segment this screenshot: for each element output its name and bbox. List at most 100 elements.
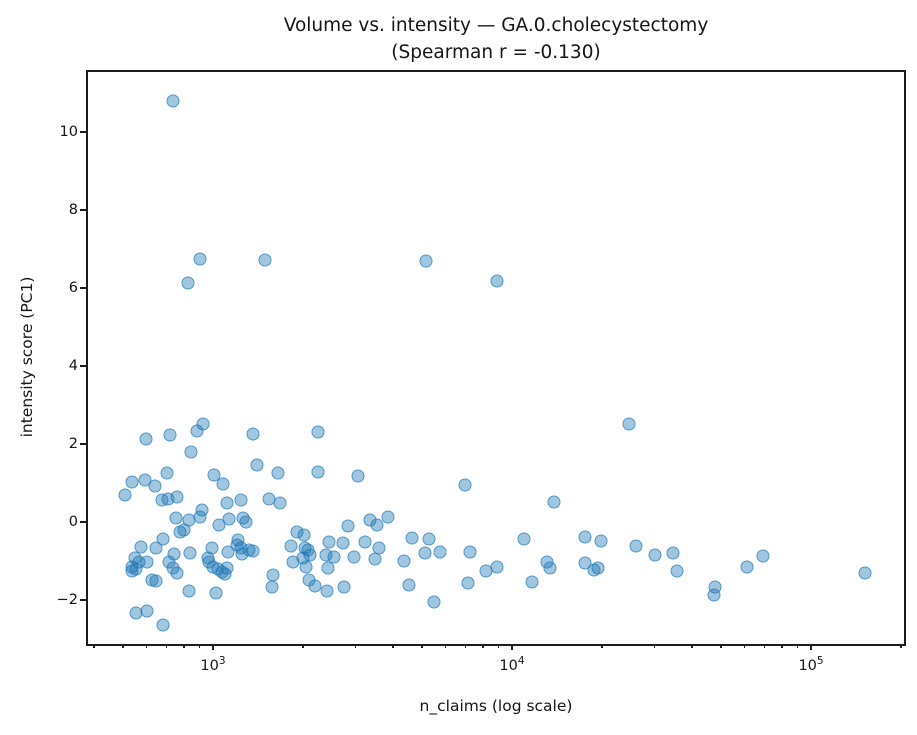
- scatter-point: [490, 560, 504, 574]
- scatter-point: [422, 532, 436, 546]
- scatter-point: [370, 518, 384, 532]
- y-axis-tick: [80, 209, 86, 211]
- x-axis-minor-tick: [198, 644, 200, 648]
- scatter-point: [212, 518, 226, 532]
- x-axis-minor-tick: [497, 644, 499, 648]
- scatter-point: [402, 578, 416, 592]
- scatter-point: [266, 568, 280, 582]
- x-axis-minor-tick: [764, 644, 766, 648]
- scatter-point: [216, 477, 230, 491]
- x-axis-minor-tick: [744, 644, 746, 648]
- scatter-point: [140, 555, 154, 569]
- x-axis-minor-tick: [781, 644, 783, 648]
- y-axis-label: intensity score (PC1): [18, 276, 36, 438]
- y-tick-label: 0: [68, 513, 78, 530]
- y-tick-label: 8: [68, 202, 78, 219]
- scatter-point: [341, 519, 355, 533]
- scatter-point: [140, 604, 154, 618]
- scatter-point: [517, 532, 531, 546]
- scatter-point: [149, 541, 163, 555]
- scatter-point: [327, 550, 341, 564]
- x-axis-tick: [212, 644, 214, 650]
- scatter-point: [622, 417, 636, 431]
- y-axis-tick: [80, 131, 86, 133]
- scatter-point: [427, 595, 441, 609]
- chart-title-line1: Volume vs. intensity — GA.0.cholecystect…: [283, 15, 709, 36]
- y-tick-label: 6: [68, 280, 78, 296]
- x-axis-minor-tick: [445, 644, 447, 648]
- scatter-point: [336, 536, 350, 550]
- x-axis-tick: [511, 644, 513, 650]
- scatter-point: [321, 561, 335, 575]
- scatter-point: [358, 535, 372, 549]
- x-axis-minor-tick: [166, 644, 168, 648]
- chart-title: Volume vs. intensity — GA.0.cholecystect…: [88, 12, 904, 66]
- x-axis-label: n_claims (log scale): [419, 697, 573, 715]
- scatter-point: [666, 546, 680, 560]
- x-axis-minor-tick: [796, 644, 798, 648]
- scatter-point: [707, 588, 721, 602]
- scatter-point: [458, 478, 472, 492]
- scatter-point: [156, 618, 170, 632]
- x-tick-label: 103: [200, 655, 226, 674]
- scatter-point: [207, 468, 221, 482]
- x-axis-minor-tick: [482, 644, 484, 648]
- scatter-point: [148, 479, 162, 493]
- scatter-point: [273, 496, 287, 510]
- scatter-point: [193, 510, 207, 524]
- scatter-point: [594, 534, 608, 548]
- scatter-point: [160, 466, 174, 480]
- scatter-point: [347, 550, 361, 564]
- scatter-point: [543, 561, 557, 575]
- scatter-point: [177, 523, 191, 537]
- x-tick-label: 105: [798, 655, 824, 674]
- scatter-point: [297, 528, 311, 542]
- scatter-point: [184, 445, 198, 459]
- scatter-point: [490, 274, 504, 288]
- scatter-point: [125, 475, 139, 489]
- x-axis-minor-tick: [145, 644, 148, 648]
- scatter-point: [578, 530, 592, 544]
- x-axis-minor-tick: [302, 644, 304, 648]
- x-axis-tick: [810, 644, 812, 650]
- scatter-point: [170, 566, 184, 580]
- x-axis-minor-tick: [93, 644, 95, 648]
- scatter-point: [193, 252, 207, 266]
- scatter-point: [246, 427, 260, 441]
- scatter-point: [196, 417, 210, 431]
- scatter-point: [234, 493, 248, 507]
- scatter-point: [629, 539, 643, 553]
- x-axis-minor-tick: [654, 644, 656, 648]
- scatter-point: [320, 584, 334, 598]
- scatter-point: [246, 544, 260, 558]
- scatter-point: [381, 510, 395, 524]
- scatter-point: [250, 458, 264, 472]
- y-tick-label: 2: [68, 435, 78, 452]
- scatter-point: [209, 586, 223, 600]
- y-tick-label: 10: [59, 124, 78, 141]
- scatter-point: [258, 253, 272, 267]
- scatter-point: [397, 554, 411, 568]
- scatter-point: [756, 549, 770, 563]
- y-axis-tick: [80, 599, 86, 601]
- scatter-point: [670, 564, 684, 578]
- x-axis-minor-tick: [691, 644, 693, 648]
- x-axis-minor-tick: [465, 644, 467, 648]
- scatter-point: [322, 535, 336, 549]
- scatter-point: [351, 469, 365, 483]
- scatter-point: [181, 276, 195, 290]
- y-axis-tick: [80, 443, 86, 445]
- scatter-point: [368, 552, 382, 566]
- scatter-point: [337, 580, 351, 594]
- scatter-point: [166, 94, 180, 108]
- x-tick-label: 104: [499, 655, 525, 674]
- scatter-point: [461, 576, 475, 590]
- scatter-point: [648, 548, 662, 562]
- scatter-point: [220, 561, 234, 575]
- scatter-point: [419, 254, 433, 268]
- scatter-point: [271, 466, 285, 480]
- y-tick-label: −2: [56, 591, 78, 608]
- y-axis-tick: [80, 521, 86, 523]
- chart-title-line2: (Spearman r = -0.130): [391, 42, 601, 63]
